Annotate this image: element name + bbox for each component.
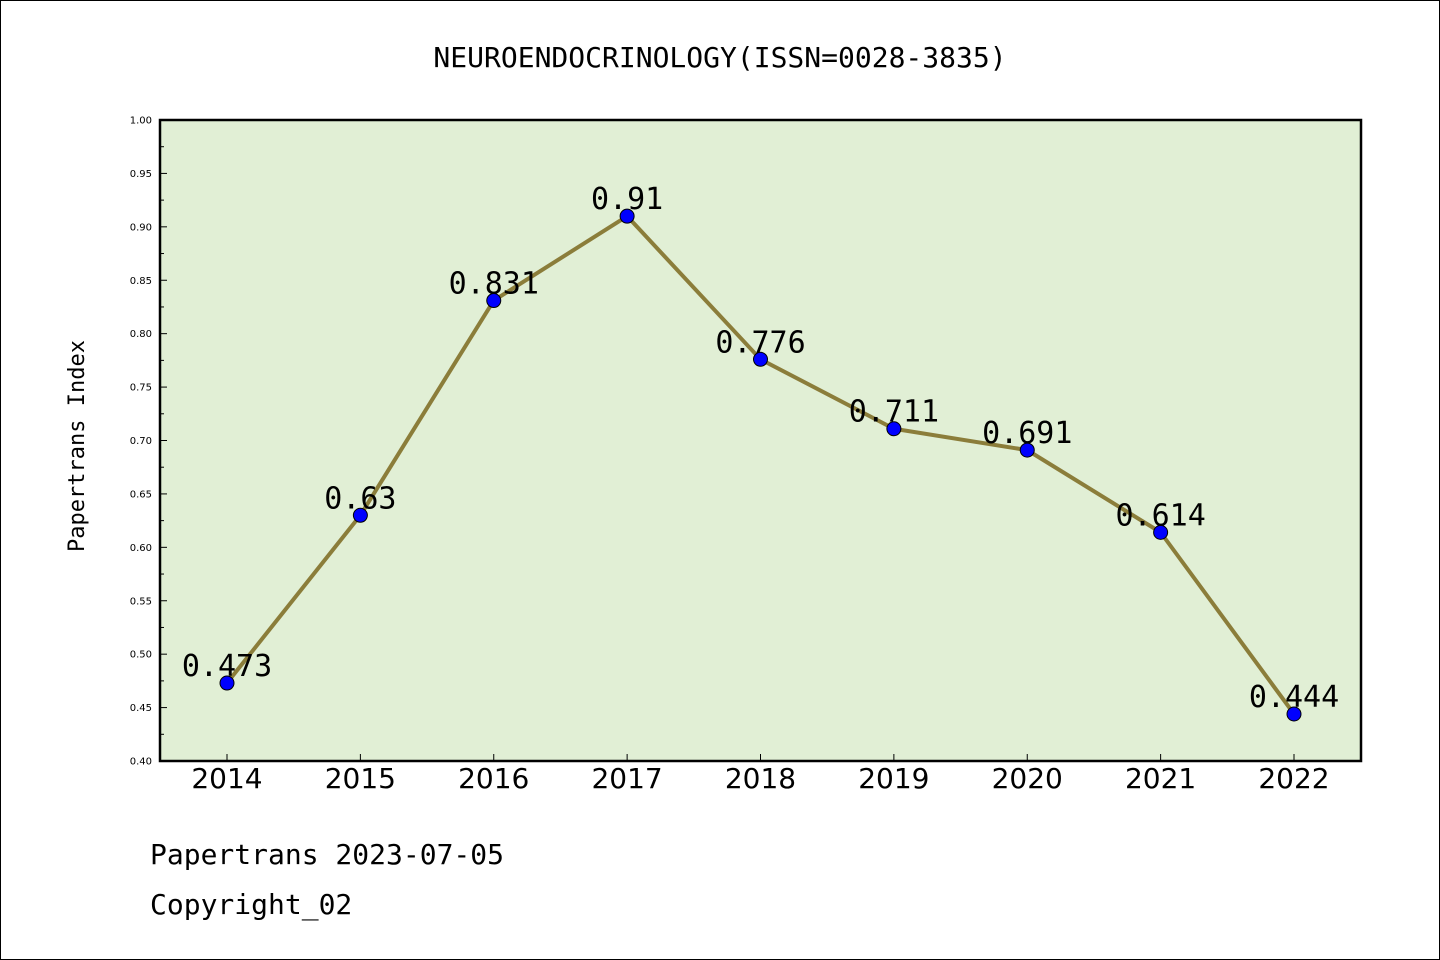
data-labels: 0.473 0.63 0.831 0.91 0.776 0.711 0.691 0.614 0.… (182, 182, 1339, 715)
y-tick-label: 0.60 (130, 543, 152, 554)
y-tick-label: 0.95 (130, 169, 152, 180)
data-point (1153, 524, 1169, 540)
y-tick-label: 0.45 (130, 703, 152, 714)
x-tick-label: 2018 (725, 762, 796, 795)
y-axis-label: Papertrans Index (65, 340, 90, 552)
y-tick-label: 1.00 (130, 116, 152, 127)
x-tick-label: 2015 (325, 762, 396, 795)
x-tick-label: 2016 (458, 762, 529, 795)
data-label: 0.444 (1249, 680, 1339, 715)
y-tick-label: 0.40 (130, 757, 152, 768)
data-label: 0.691 (982, 416, 1072, 451)
x-tick-label: 2014 (191, 762, 262, 795)
data-point (753, 351, 768, 367)
data-point (219, 675, 235, 691)
y-tick-label: 0.55 (130, 596, 152, 607)
y-tick-label: 0.70 (130, 436, 152, 447)
data-label: 0.776 (715, 325, 805, 360)
x-tick-label: 2019 (858, 762, 929, 795)
data-point (1286, 706, 1302, 722)
x-tick-label: 2017 (591, 762, 662, 795)
y-tick-label: 0.50 (130, 650, 152, 661)
data-point (486, 293, 502, 309)
data-label: 0.473 (182, 649, 272, 684)
plot-border (158, 118, 1363, 763)
data-point (1019, 442, 1035, 458)
footer-copyright: Copyright_02 (150, 888, 352, 922)
data-label: 0.63 (324, 481, 396, 516)
data-label: 0.831 (449, 267, 539, 302)
series-layer (219, 208, 1302, 722)
x-tick-label: 2020 (992, 762, 1063, 795)
data-label: 0.711 (849, 395, 939, 430)
y-tick-label: 0.85 (130, 276, 152, 287)
data-point (619, 208, 635, 224)
y-tick-label: 0.65 (130, 489, 152, 500)
y-tick-label: 0.80 (130, 329, 152, 340)
y-tick-label: 0.90 (130, 222, 152, 233)
x-tick-label: 2021 (1125, 762, 1196, 795)
plot-area (160, 120, 1361, 761)
x-axis: 2014 2015 2016 2017 2018 2019 2020 2021 2022 (191, 754, 1330, 795)
chart-title: NEUROENDOCRINOLOGY(ISSN=0028-3835) (433, 41, 1006, 74)
y-tick-label: 0.75 (130, 383, 152, 394)
data-point (886, 421, 902, 437)
footer-date: Papertrans 2023-07-05 (150, 838, 504, 871)
x-tick-label: 2022 (1258, 762, 1329, 795)
data-label: 0.614 (1115, 498, 1205, 533)
data-label: 0.91 (591, 182, 663, 217)
y-axis: 0.40 0.45 0.50 0.55 0.60 0.65 0.70 0.75 0.80 0.85… (130, 116, 167, 768)
data-point (352, 507, 368, 523)
